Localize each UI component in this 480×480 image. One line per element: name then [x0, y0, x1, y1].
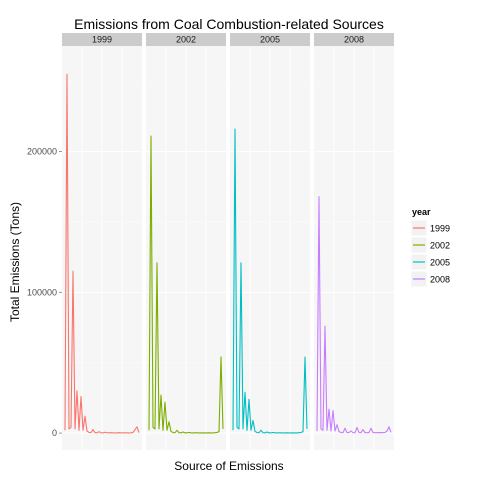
facet-strip-label: 2008 — [344, 35, 364, 45]
series-line-1999 — [64, 73, 140, 434]
legend-item-2008: 2008 — [410, 270, 450, 288]
facet-panel-2008: 2008 — [314, 33, 394, 450]
facet-strip-label: 1999 — [92, 35, 112, 45]
facet-strip-label: 2005 — [260, 35, 280, 45]
legend-title: year — [412, 207, 431, 217]
facet-panel-1999: 1999 — [62, 33, 142, 450]
legend-label: 2005 — [430, 258, 450, 268]
series-line-2008 — [316, 196, 392, 434]
legend-label: 2008 — [430, 275, 450, 285]
facet-strip — [230, 33, 310, 46]
legend-label: 1999 — [430, 224, 450, 234]
facet-strip-label: 2002 — [176, 35, 196, 45]
y-axis-title: Total Emissions (Tons) — [8, 202, 22, 322]
legend-item-2002: 2002 — [410, 236, 450, 254]
legend-item-1999: 1999 — [410, 219, 450, 237]
y-tick-label: 100000 — [27, 287, 57, 297]
y-tick-label: 0 — [52, 428, 57, 438]
x-axis-title: Source of Emissions — [174, 459, 283, 473]
y-axis: 0 100000 200000 — [27, 147, 62, 438]
facet-panel-2002: 2002 — [146, 33, 226, 450]
facet-panel-2005: 2005 — [230, 33, 310, 450]
facet-strip — [314, 33, 394, 46]
facet-strip — [62, 33, 142, 46]
y-tick-label: 200000 — [27, 147, 57, 157]
chart-title: Emissions from Coal Combustion-related S… — [74, 16, 384, 32]
legend: year 1999 2002 2005 2008 — [410, 207, 450, 288]
series-line-2005 — [232, 128, 308, 434]
facet-strip — [146, 33, 226, 46]
facet-panels: 1999 2002 2005 2008 — [62, 33, 394, 450]
legend-label: 2002 — [430, 241, 450, 251]
legend-item-2005: 2005 — [410, 253, 450, 271]
series-line-2002 — [148, 135, 224, 434]
